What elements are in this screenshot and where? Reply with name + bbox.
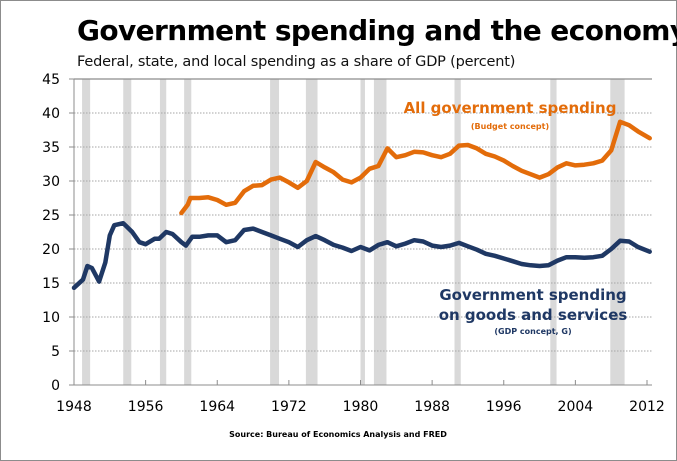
y-axis-ticks: 0 5 10 15 20 25 30 35 40 45 [42,72,74,394]
y-tick-label: 35 [42,140,60,156]
source-note: Source: Bureau of Economics Analysis and… [229,430,447,439]
series-label-all-government: All government spending [404,99,617,117]
y-tick-label: 5 [51,344,60,360]
y-tick-label: 0 [51,378,60,394]
x-tick-label: 2004 [558,399,594,415]
series-lines [71,119,652,291]
chart-title: Government spending and the economy [77,14,677,47]
chart-subtitle: Federal, state, and local spending as a … [77,54,516,70]
y-tick-label: 20 [42,242,60,258]
x-tick-label: 1964 [199,399,235,415]
recession-band [123,79,132,385]
recession-band [610,79,625,385]
x-tick-label: 1956 [128,399,164,415]
y-tick-label: 30 [42,174,60,190]
x-tick-label: 1948 [56,399,92,415]
recession-band [270,79,280,385]
recession-band [184,79,192,385]
recession-band [373,79,387,385]
series-sublabel-goods-services: (GDP concept, G) [494,327,571,336]
x-axis-ticks: 1948 1956 1964 1972 1980 1988 1996 2004 2012 [56,380,665,415]
series-sublabel-all-government: (Budget concept) [471,122,549,131]
recession-band [454,79,461,385]
y-tick-label: 40 [42,106,60,122]
y-tick-label: 10 [42,310,60,326]
recession-bands [82,79,625,385]
recession-band [305,79,318,385]
x-tick-label: 1972 [271,399,307,415]
y-tick-label: 15 [42,276,60,292]
x-tick-label: 1996 [486,399,522,415]
x-tick-label: 1988 [414,399,450,415]
series-line-goods-services [71,220,652,291]
recession-band [82,79,91,385]
recession-band [360,79,365,385]
series-line-all-government [179,119,652,216]
y-tick-label: 25 [42,208,60,224]
series-label-goods-services-line2: on goods and services [439,306,628,324]
x-tick-label: 1980 [343,399,379,415]
recession-band [550,79,557,385]
x-tick-label: 2012 [629,399,665,415]
series-label-goods-services-line1: Government spending [439,286,626,304]
y-tick-label: 45 [42,72,60,88]
